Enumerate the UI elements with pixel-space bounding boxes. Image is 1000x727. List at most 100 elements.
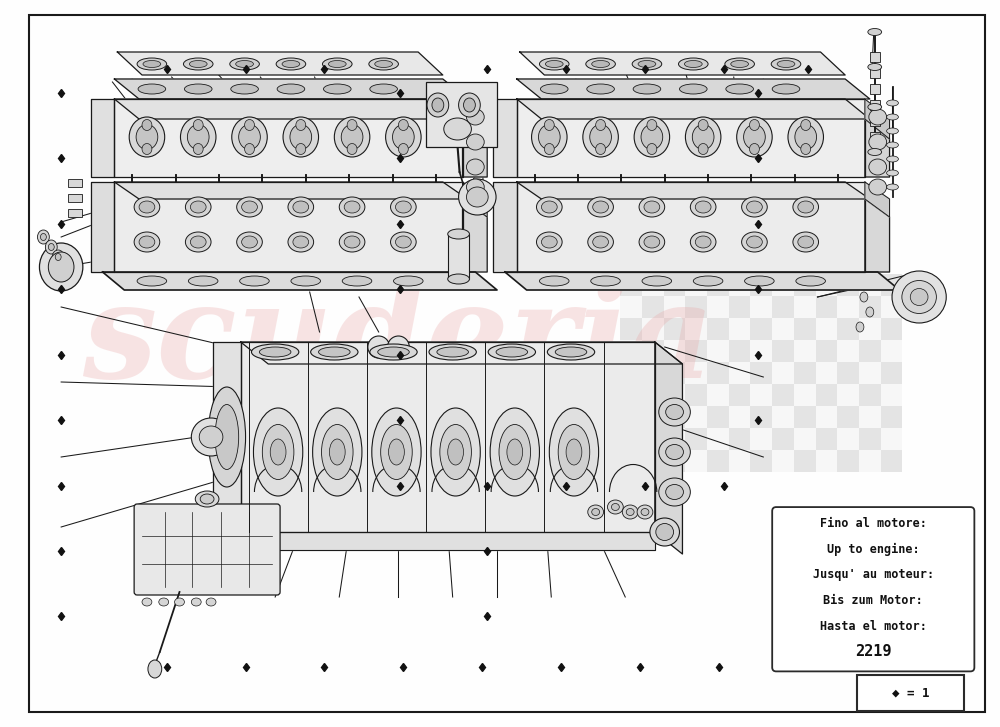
Ellipse shape — [270, 439, 286, 465]
Bar — [772, 428, 794, 450]
Ellipse shape — [395, 201, 411, 213]
Ellipse shape — [334, 117, 370, 157]
Ellipse shape — [536, 232, 562, 252]
Ellipse shape — [588, 232, 613, 252]
Polygon shape — [655, 342, 682, 554]
Ellipse shape — [499, 425, 531, 480]
Ellipse shape — [242, 201, 257, 213]
Ellipse shape — [725, 58, 754, 70]
Ellipse shape — [339, 197, 365, 217]
Ellipse shape — [344, 236, 360, 248]
Ellipse shape — [52, 250, 64, 264]
Ellipse shape — [866, 307, 874, 317]
Bar — [772, 318, 794, 340]
Ellipse shape — [185, 197, 211, 217]
Ellipse shape — [187, 124, 209, 150]
Ellipse shape — [887, 184, 898, 190]
Bar — [816, 274, 837, 296]
Ellipse shape — [370, 84, 397, 94]
Ellipse shape — [48, 252, 74, 282]
Ellipse shape — [593, 236, 608, 248]
Ellipse shape — [634, 117, 670, 157]
Ellipse shape — [185, 232, 211, 252]
Bar — [729, 428, 750, 450]
Ellipse shape — [796, 276, 825, 286]
Ellipse shape — [440, 425, 471, 480]
Ellipse shape — [596, 119, 606, 131]
Ellipse shape — [448, 274, 469, 284]
Ellipse shape — [388, 336, 409, 358]
Bar — [707, 274, 729, 296]
Bar — [685, 296, 707, 318]
Ellipse shape — [726, 84, 753, 94]
Bar — [729, 318, 750, 340]
Ellipse shape — [296, 143, 306, 155]
Ellipse shape — [139, 236, 155, 248]
Ellipse shape — [698, 119, 708, 131]
Ellipse shape — [369, 58, 398, 70]
Bar — [859, 406, 881, 428]
Bar — [729, 450, 750, 472]
Ellipse shape — [189, 60, 207, 68]
Ellipse shape — [45, 240, 57, 254]
Bar — [620, 406, 642, 428]
Ellipse shape — [288, 197, 314, 217]
Ellipse shape — [282, 60, 300, 68]
Ellipse shape — [237, 197, 262, 217]
Ellipse shape — [386, 117, 421, 157]
Text: c a r   p a r t s: c a r p a r t s — [290, 403, 507, 435]
Ellipse shape — [339, 232, 365, 252]
Ellipse shape — [679, 58, 708, 70]
Ellipse shape — [448, 229, 469, 239]
Ellipse shape — [311, 344, 358, 360]
Ellipse shape — [693, 276, 723, 286]
Ellipse shape — [191, 598, 201, 606]
Ellipse shape — [143, 60, 161, 68]
Ellipse shape — [251, 344, 299, 360]
Ellipse shape — [138, 84, 166, 94]
Bar — [664, 362, 685, 384]
Ellipse shape — [633, 84, 661, 94]
Ellipse shape — [887, 128, 898, 134]
Bar — [837, 274, 859, 296]
Ellipse shape — [549, 408, 599, 496]
Ellipse shape — [887, 114, 898, 120]
Ellipse shape — [193, 119, 203, 131]
Bar — [837, 406, 859, 428]
Bar — [664, 428, 685, 450]
Bar — [664, 384, 685, 406]
Ellipse shape — [547, 344, 595, 360]
Ellipse shape — [190, 201, 206, 213]
Ellipse shape — [892, 271, 946, 323]
Ellipse shape — [230, 58, 259, 70]
Bar — [859, 362, 881, 384]
Ellipse shape — [744, 124, 765, 150]
Ellipse shape — [685, 117, 721, 157]
Ellipse shape — [641, 124, 663, 150]
Polygon shape — [91, 99, 114, 177]
Bar — [685, 340, 707, 362]
Polygon shape — [517, 182, 865, 272]
Ellipse shape — [232, 117, 267, 157]
Ellipse shape — [40, 233, 46, 241]
Bar — [750, 340, 772, 362]
Ellipse shape — [887, 100, 898, 106]
Bar — [620, 428, 642, 450]
Ellipse shape — [37, 230, 49, 244]
Bar — [620, 362, 642, 384]
Bar — [837, 428, 859, 450]
Ellipse shape — [245, 143, 254, 155]
Polygon shape — [103, 272, 497, 290]
Ellipse shape — [540, 84, 568, 94]
Ellipse shape — [860, 292, 868, 302]
Bar — [837, 318, 859, 340]
Bar — [68, 194, 82, 202]
Ellipse shape — [134, 232, 160, 252]
Polygon shape — [517, 79, 870, 99]
Bar — [750, 362, 772, 384]
Polygon shape — [114, 79, 467, 99]
Bar — [68, 179, 82, 187]
Ellipse shape — [293, 236, 309, 248]
Bar — [772, 340, 794, 362]
Bar — [772, 274, 794, 296]
